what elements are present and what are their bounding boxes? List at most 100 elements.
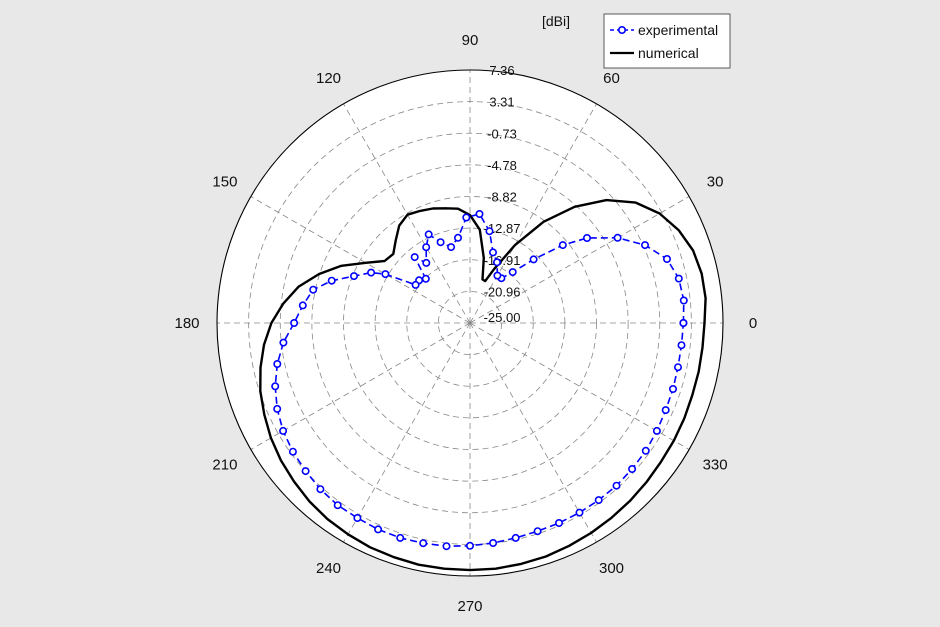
radial-tick-label: -4.78 [487,158,517,173]
experimental-point [410,253,419,262]
experimental-point [475,210,484,219]
experimental-point [488,248,497,257]
grid-spoke [469,322,597,543]
experimental-point [511,533,520,542]
radial-tick-label: 7.36 [489,63,514,78]
legend-label-numerical: numerical [638,45,699,61]
experimental-point [529,255,538,264]
experimental-point [628,464,637,473]
experimental-point [396,533,405,542]
experimental-point [349,272,358,281]
experimental-point [575,508,584,517]
legend: experimental numerical [603,13,731,69]
experimental-point [453,233,462,242]
experimental-point [679,318,688,327]
experimental-point [679,296,688,305]
experimental-point [652,426,661,435]
experimental-point [436,238,445,247]
angle-tick-label: 120 [316,70,341,87]
experimental-point [612,481,621,490]
angle-tick-label: 210 [212,457,237,474]
experimental-point [279,338,288,347]
angle-tick-label: 60 [603,70,620,87]
experimental-point [674,274,683,283]
experimental-point [662,255,671,264]
radial-tick-label: 3.31 [489,95,514,110]
experimental-point [298,301,307,310]
experimental-point [290,318,299,327]
experimental-point [327,276,336,285]
experimental-point [419,539,428,548]
grid-ring [311,164,629,482]
experimental-point [641,446,650,455]
experimental-point [677,341,686,350]
experimental-point [508,268,517,277]
experimental-point [447,243,456,252]
experimental-point [353,513,362,522]
experimental-point [558,241,567,250]
radial-tick-labels: 7.363.31-0.73-4.78-8.82-12.87-16.91-20.9… [484,63,521,325]
data-series [259,198,707,572]
experimental-point [492,258,501,267]
experimental-point [422,258,431,267]
radial-tick-label: -25.00 [484,310,521,325]
grid-spoke [343,322,471,543]
angle-tick-label: 0 [749,315,757,332]
experimental-point [594,496,603,505]
radial-tick-label: -0.73 [487,126,517,141]
angle-tick-label: 330 [703,457,728,474]
experimental-point [554,518,563,527]
polar-grid [216,69,724,577]
angle-tick-label: 300 [599,560,624,577]
experimental-point [316,485,325,494]
angle-tick-labels: 0 30 60 90 120 150 180 210 240 270 300 330 [174,32,757,615]
radial-tick-label: -8.82 [487,190,517,205]
experimental-point [367,268,376,277]
angle-tick-label: 90 [462,32,479,49]
legend-box [603,13,731,69]
experimental-point [533,527,542,536]
experimental-point [333,501,342,510]
angle-tick-label: 150 [212,174,237,191]
experimental-point [309,285,318,294]
angle-tick-label: 270 [457,598,482,615]
experimental-point [288,447,297,456]
experimental-point [374,525,383,534]
series-numerical-line [259,198,707,572]
grid-ring [343,196,597,450]
experimental-point [279,426,288,435]
grid-spoke [469,103,597,324]
radial-unit-label: [dBi] [542,13,570,29]
grid-spoke [469,322,690,450]
legend-label-experimental: experimental [638,22,718,38]
experimental-point [421,274,430,283]
legend-marker-experimental [617,25,626,34]
grid-spoke [469,196,690,324]
experimental-point [465,541,474,550]
experimental-point [273,404,282,413]
angle-tick-label: 180 [174,315,199,332]
experimental-point [485,227,494,236]
experimental-point [613,233,622,242]
grid-spoke [250,196,471,324]
series-experimental-line [274,213,685,548]
experimental-point [661,406,670,415]
experimental-point [668,384,677,393]
experimental-point [301,467,310,476]
experimental-point [462,213,471,222]
experimental-point [582,234,591,243]
experimental-point [271,382,280,391]
angle-tick-label: 240 [316,560,341,577]
experimental-point [640,241,649,250]
experimental-point [493,271,502,280]
grid-spoke [343,103,471,324]
experimental-point [273,359,282,368]
experimental-point [411,280,420,289]
experimental-point [422,243,431,252]
experimental-point [673,363,682,372]
angle-tick-label: 30 [707,174,724,191]
outer-ring [216,69,724,577]
grid-spoke [250,322,471,450]
experimental-point [381,270,390,279]
